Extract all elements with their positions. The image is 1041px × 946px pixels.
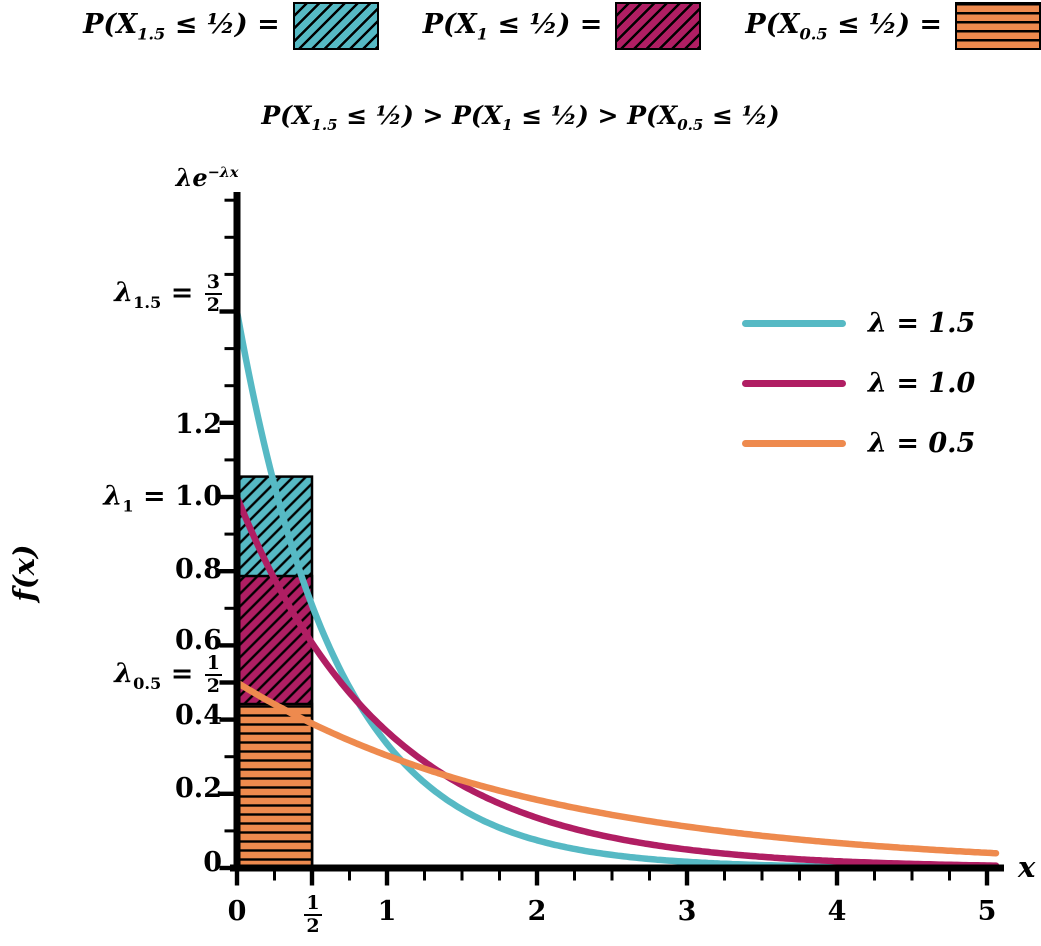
probability-swatch-legend: P(X1.5 ≤ ½) = P(X1 ≤ ½) = P(X0.5 ≤ ½) = (0, 0, 1041, 50)
curve-lambda-1 (233, 493, 1000, 869)
y-tick-minor (224, 458, 234, 462)
y-tick-major (219, 791, 234, 796)
y-tick-label-0-4: 0.4 (175, 700, 222, 731)
y-tick-minor (224, 235, 234, 239)
y-tick-major (219, 569, 234, 574)
x-tick-minor (423, 871, 426, 881)
y-tick-minor (224, 347, 234, 351)
x-tick-minor (798, 871, 801, 881)
x-tick-label-0: 0 (227, 896, 247, 927)
x-tick-label-4: 4 (827, 896, 847, 927)
y-tick-label-1-2: 1.2 (175, 409, 222, 440)
shaded-rect-2 (235, 702, 314, 870)
legend-label-0: λ = 1.5 (868, 307, 976, 339)
y-tick-minor (224, 384, 234, 388)
probability-label-0: P(X1.5 ≤ ½) = (83, 8, 280, 44)
y-tick-minor (224, 198, 234, 202)
x-tick-major (309, 871, 315, 886)
legend-item-lambda-1-0: λ = 1.0 (742, 362, 975, 404)
x-tick-major (534, 871, 540, 886)
x-tick-minor (498, 871, 501, 881)
x-tick-major (384, 871, 390, 886)
x-tick-major (684, 871, 690, 886)
x-axis-label: x (1018, 850, 1036, 884)
hatch-swatch-0 (292, 2, 379, 50)
y-tick-label-0-8: 0.8 (175, 554, 222, 585)
legend-item-lambda-1-5: λ = 1.5 (742, 302, 975, 344)
legend-label-1: λ = 1.0 (868, 367, 976, 399)
x-tick-minor (948, 871, 951, 881)
y-tick-minor (224, 755, 234, 759)
x-tick-minor (273, 871, 276, 881)
y-tick-major (219, 494, 234, 500)
x-tick-minor (348, 871, 351, 881)
x-tick-minor (910, 871, 914, 881)
x-tick-minor (760, 871, 764, 881)
inequality-title: P(X1.5 ≤ ½) > P(X1 ≤ ½) > P(X0.5 ≤ ½) (261, 101, 780, 134)
legend-item-lambda-0-5: λ = 0.5 (742, 422, 975, 464)
probability-legend-item-1: P(X1 ≤ ½) = (423, 2, 702, 50)
x-tick-major (834, 871, 840, 886)
y-tick-major (219, 865, 234, 871)
x-tick-minor (460, 871, 464, 881)
y-tick-major (219, 680, 234, 685)
curve-lambda-0-5 (233, 679, 1000, 857)
y-tick-minor (224, 272, 234, 276)
x-tick-minor (873, 871, 876, 881)
y-tick-major (219, 717, 234, 722)
x-tick-minor (610, 871, 614, 881)
legend-line-0 (742, 319, 846, 327)
y-tick-label-0-2: 0.2 (175, 773, 222, 804)
legend-line-2 (742, 439, 846, 447)
legend-line-1 (742, 379, 846, 387)
x-tick-label-3: 3 (677, 896, 697, 927)
x-tick-minor (648, 871, 651, 881)
x-tick-major (984, 871, 990, 886)
x-tick-label-5: 5 (977, 896, 997, 927)
x-tick-major (234, 871, 240, 886)
legend-label-2: λ = 0.5 (868, 427, 976, 459)
y-axis-label: f(x) (7, 544, 41, 602)
probability-legend-item-2: P(X0.5 ≤ ½) = (745, 2, 1041, 50)
probability-label-2: P(X0.5 ≤ ½) = (745, 8, 942, 44)
y-tick-major (219, 309, 234, 314)
probability-label-1: P(X1 ≤ ½) = (422, 8, 603, 44)
x-tick-minor (573, 871, 576, 881)
x-tick-minor (723, 871, 726, 881)
legend: λ = 1.5 λ = 1.0 λ = 0.5 (742, 302, 975, 464)
y-tick-minor (224, 829, 234, 833)
probability-legend-item-0: P(X1.5 ≤ ½) = (83, 2, 379, 50)
y-tick-minor (224, 532, 234, 536)
y-tick-label-1-0: λ1 = 1.0 (103, 481, 222, 516)
x-tick-label-2: 2 (527, 896, 547, 927)
y-tick-label-0: 0 (203, 847, 222, 878)
hatch-swatch-2 (955, 2, 1041, 50)
pdf-formula-annotation: λe−λx (175, 163, 239, 192)
y-axis (233, 192, 241, 872)
hatch-swatch-1 (615, 2, 702, 50)
x-tick-label-1: 1 (377, 896, 397, 927)
y-tick-minor (224, 606, 234, 610)
y-tick-major (219, 643, 234, 648)
y-tick-major (219, 420, 234, 425)
x-axis (230, 864, 1004, 872)
y-tick-label-0-6: 0.6 (175, 625, 222, 656)
